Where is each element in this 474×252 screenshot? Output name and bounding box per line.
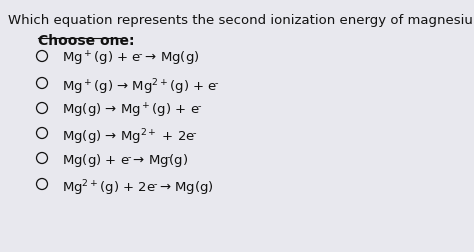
Text: Choose one:: Choose one: <box>38 34 135 48</box>
Text: Mg$^+$(g) + e$^\bar{}$ → Mg(g): Mg$^+$(g) + e$^\bar{}$ → Mg(g) <box>62 50 200 68</box>
Text: Which equation represents the second ionization energy of magnesium?: Which equation represents the second ion… <box>8 14 474 27</box>
Text: Mg(g) + e$^\bar{}$ → Mg$^\bar{}$(g): Mg(g) + e$^\bar{}$ → Mg$^\bar{}$(g) <box>62 152 188 169</box>
Text: Mg(g) → Mg$^+$(g) + e$^\bar{}$: Mg(g) → Mg$^+$(g) + e$^\bar{}$ <box>62 102 202 120</box>
Text: Mg(g) → Mg$^{2+}$ + 2e$^\bar{}$: Mg(g) → Mg$^{2+}$ + 2e$^\bar{}$ <box>62 127 198 147</box>
Text: Mg$^+$(g) → Mg$^{2+}$(g) + e$^\bar{}$: Mg$^+$(g) → Mg$^{2+}$(g) + e$^\bar{}$ <box>62 77 220 97</box>
Text: Mg$^{2+}$(g) + 2e$^\bar{}$ → Mg(g): Mg$^{2+}$(g) + 2e$^\bar{}$ → Mg(g) <box>62 178 214 198</box>
